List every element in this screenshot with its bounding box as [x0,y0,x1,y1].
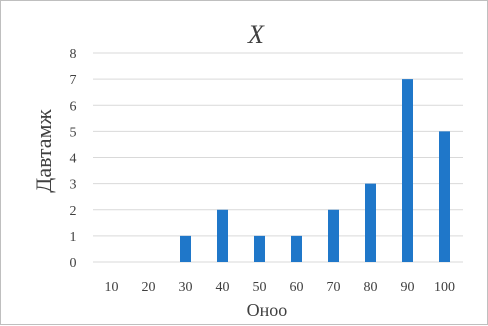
x-tick-label: 20 [142,280,156,295]
bar-50 [254,235,265,262]
x-tick-label: 60 [290,280,304,295]
y-tick-label: 7 [70,73,77,88]
y-axis-label: Давтамж [31,109,56,193]
y-tick-label: 4 [70,152,77,167]
bar-90 [402,79,413,262]
x-tick-label: 30 [179,280,193,295]
bars [180,79,450,262]
gridlines [93,52,463,263]
x-tick-label: 80 [364,280,378,295]
y-tick-label: 1 [70,230,77,245]
y-tick-label: 6 [70,99,77,114]
x-tick-label: 90 [401,280,415,295]
y-tick-label: 0 [70,256,77,271]
bar-30 [180,235,191,262]
bar-40 [217,209,228,262]
y-tick-label: 8 [70,47,77,62]
x-tick-label: 40 [216,280,230,295]
x-axis-label: Оноо [247,300,288,320]
x-tick-label: 50 [253,280,267,295]
bar-60 [291,235,302,262]
bar-100 [439,131,450,262]
y-tick-label: 2 [70,204,77,219]
y-tick-label: 3 [70,178,77,193]
x-tick-label: 10 [105,280,119,295]
bar-80 [365,183,376,262]
y-tick-labels: 0 1 2 3 4 5 6 7 8 [70,47,77,271]
bar-70 [328,209,339,262]
x-tick-label: 100 [434,280,455,295]
y-tick-label: 5 [70,125,77,140]
chart-title: X [247,20,265,49]
x-tick-labels: 10 20 30 40 50 60 70 80 90 100 [105,280,456,295]
x-tick-label: 70 [327,280,341,295]
